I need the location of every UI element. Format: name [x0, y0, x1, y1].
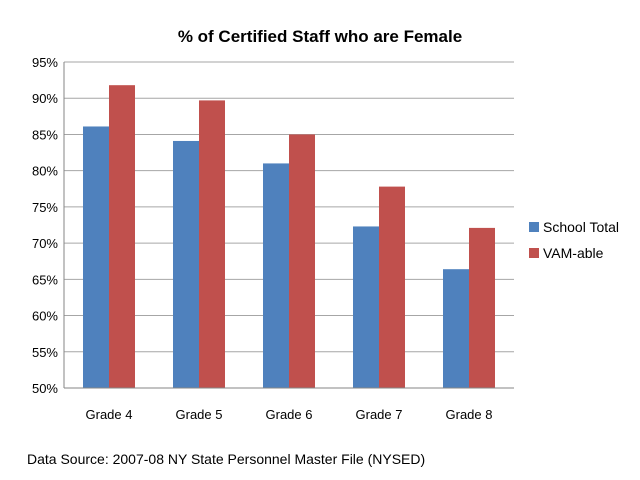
- x-tick-label: Grade 6: [266, 407, 313, 422]
- bar-school-total-grade-6: [263, 163, 289, 388]
- y-tick-label: 75%: [32, 200, 58, 215]
- bar-school-total-grade-8: [443, 269, 469, 388]
- y-tick-label: 55%: [32, 345, 58, 360]
- bar-vam-able-grade-6: [289, 134, 315, 388]
- y-tick-label: 50%: [32, 381, 58, 396]
- legend: School Total VAM-able: [529, 219, 619, 261]
- chart-title: % of Certified Staff who are Female: [178, 27, 462, 46]
- bar-vam-able-grade-5: [199, 100, 225, 388]
- y-tick-label: 95%: [32, 55, 58, 70]
- legend-swatch: [529, 222, 539, 232]
- y-tick-label: 65%: [32, 272, 58, 287]
- x-tick-label: Grade 5: [176, 407, 223, 422]
- x-tick-label: Grade 8: [446, 407, 493, 422]
- bars: [83, 85, 495, 388]
- bar-school-total-grade-7: [353, 226, 379, 388]
- y-tick-label: 80%: [32, 164, 58, 179]
- bar-vam-able-grade-8: [469, 227, 495, 388]
- x-tick-label: Grade 4: [86, 407, 133, 422]
- bar-school-total-grade-5: [173, 140, 199, 388]
- legend-label: School Total: [543, 219, 619, 235]
- y-tick-label: 90%: [32, 91, 58, 106]
- legend-swatch: [529, 248, 539, 258]
- bar-school-total-grade-4: [83, 126, 109, 388]
- legend-label: VAM-able: [543, 245, 604, 261]
- bar-vam-able-grade-4: [109, 85, 135, 388]
- y-tick-label: 85%: [32, 127, 58, 142]
- x-tick-label: Grade 7: [356, 407, 403, 422]
- axes: 50% 55% 60% 65% 70% 75% 80% 85% 90% 95% Grade 4 Gra…: [32, 55, 514, 422]
- data-source-note: Data Source: 2007-08 NY State Personnel …: [27, 451, 426, 467]
- y-tick-label: 70%: [32, 236, 58, 251]
- y-tick-label: 60%: [32, 309, 58, 324]
- bar-vam-able-grade-7: [379, 186, 405, 388]
